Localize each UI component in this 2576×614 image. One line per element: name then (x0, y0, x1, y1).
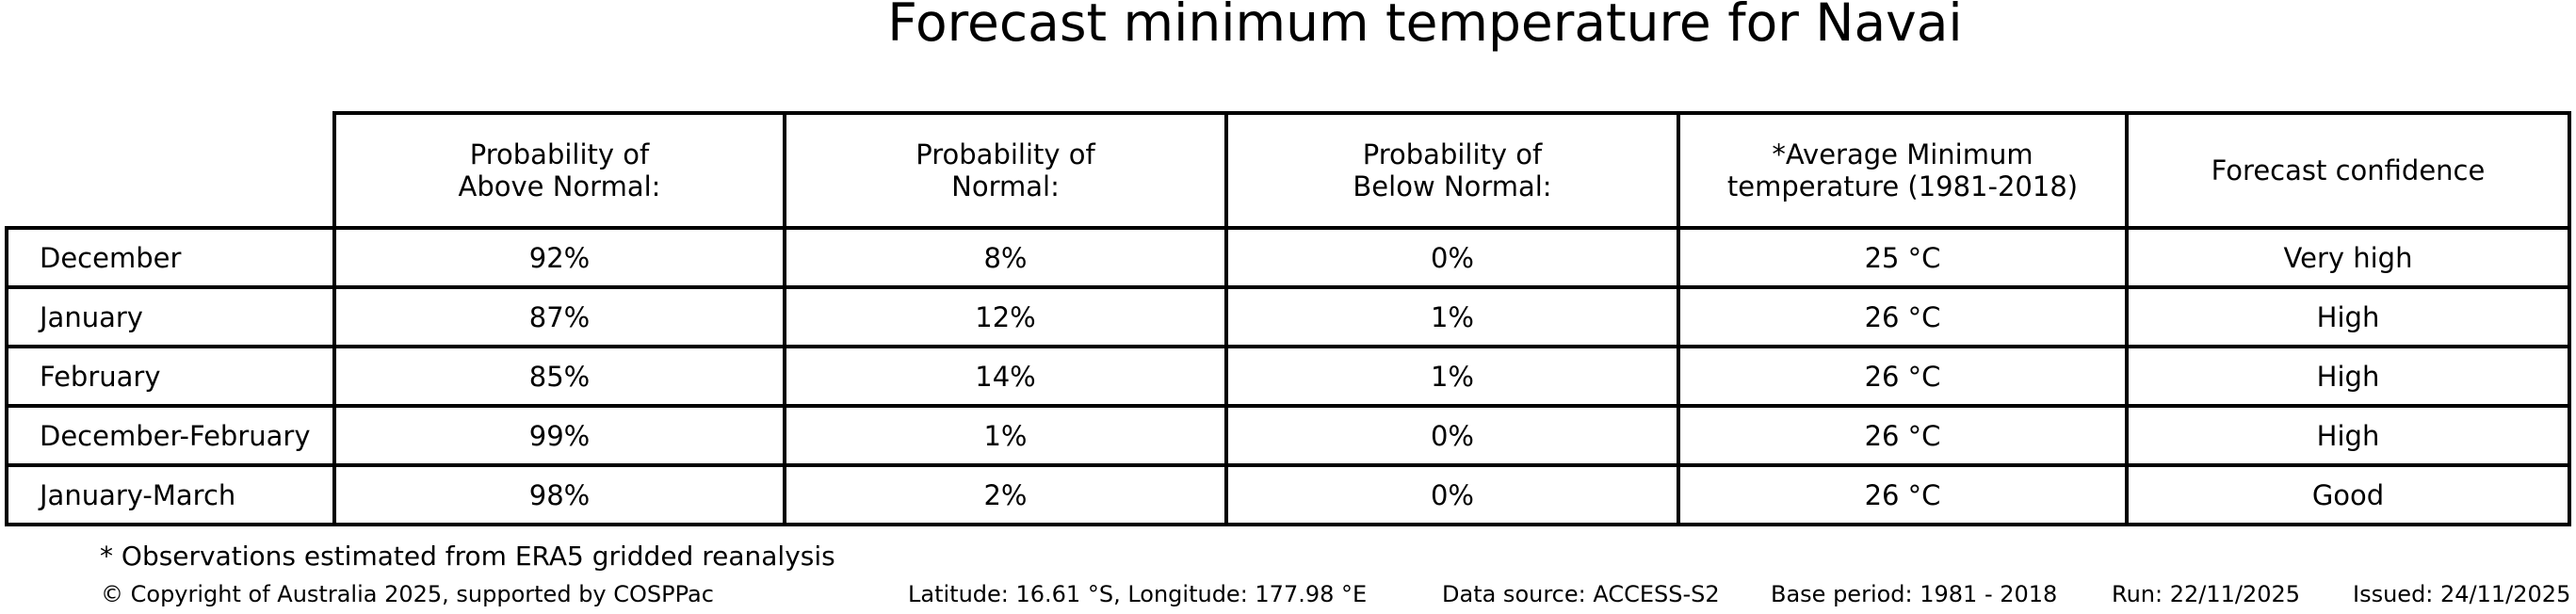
table-row: December-February 99% 1% 0% 26 °C High (5, 404, 2571, 467)
table-row: December 92% 8% 0% 25 °C Very high (5, 226, 2571, 289)
cell-above: 87% (332, 285, 786, 348)
forecast-table: Probability of Above Normal: Probability… (5, 111, 2571, 526)
cell-confidence: High (2125, 345, 2571, 408)
cell-avg-min: 26 °C (1677, 463, 2129, 526)
cell-above: 99% (332, 404, 786, 467)
cell-normal: 1% (783, 404, 1228, 467)
cell-below: 0% (1224, 463, 1680, 526)
cell-below: 0% (1224, 226, 1680, 289)
table-row: January-March 98% 2% 0% 26 °C Good (5, 463, 2571, 526)
cell-normal: 8% (783, 226, 1228, 289)
table-row: February 85% 14% 1% 26 °C High (5, 345, 2571, 408)
issued-date-text: Issued: 24/11/2025 (2353, 581, 2571, 607)
cell-avg-min: 26 °C (1677, 345, 2129, 408)
header-forecast-confidence: Forecast confidence (2125, 111, 2571, 230)
cell-normal: 14% (783, 345, 1228, 408)
page-title: Forecast minimum temperature for Navai (887, 0, 1963, 53)
header-normal: Probability of Normal: (783, 111, 1228, 230)
cell-month: January (5, 285, 336, 348)
header-below-normal: Probability of Below Normal: (1224, 111, 1680, 230)
cell-normal: 12% (783, 285, 1228, 348)
cell-month: February (5, 345, 336, 408)
cell-confidence: High (2125, 285, 2571, 348)
cell-confidence: Very high (2125, 226, 2571, 289)
run-date-text: Run: 22/11/2025 (2112, 581, 2301, 607)
corner-cell (7, 113, 334, 228)
cell-below: 1% (1224, 345, 1680, 408)
cell-below: 0% (1224, 404, 1680, 467)
cell-below: 1% (1224, 285, 1680, 348)
cell-avg-min: 26 °C (1677, 285, 2129, 348)
table-row: January 87% 12% 1% 26 °C High (5, 285, 2571, 348)
lat-lon-text: Latitude: 16.61 °S, Longitude: 177.98 °E (908, 581, 1368, 607)
cell-above: 98% (332, 463, 786, 526)
cell-above: 85% (332, 345, 786, 408)
cell-normal: 2% (783, 463, 1228, 526)
era5-footnote: * Observations estimated from ERA5 gridd… (100, 541, 835, 572)
cell-month: December (5, 226, 336, 289)
base-period-text: Base period: 1981 - 2018 (1771, 581, 2058, 607)
copyright-text: © Copyright of Australia 2025, supported… (101, 581, 714, 607)
header-above-normal: Probability of Above Normal: (332, 111, 786, 230)
cell-avg-min: 26 °C (1677, 404, 2129, 467)
cell-above: 92% (332, 226, 786, 289)
cell-confidence: Good (2125, 463, 2571, 526)
cell-confidence: High (2125, 404, 2571, 467)
cell-month: December-February (5, 404, 336, 467)
data-source-text: Data source: ACCESS-S2 (1442, 581, 1720, 607)
cell-avg-min: 25 °C (1677, 226, 2129, 289)
table-header-row: Probability of Above Normal: Probability… (7, 111, 2571, 230)
header-average-minimum: *Average Minimum temperature (1981-2018) (1677, 111, 2129, 230)
cell-month: January-March (5, 463, 336, 526)
